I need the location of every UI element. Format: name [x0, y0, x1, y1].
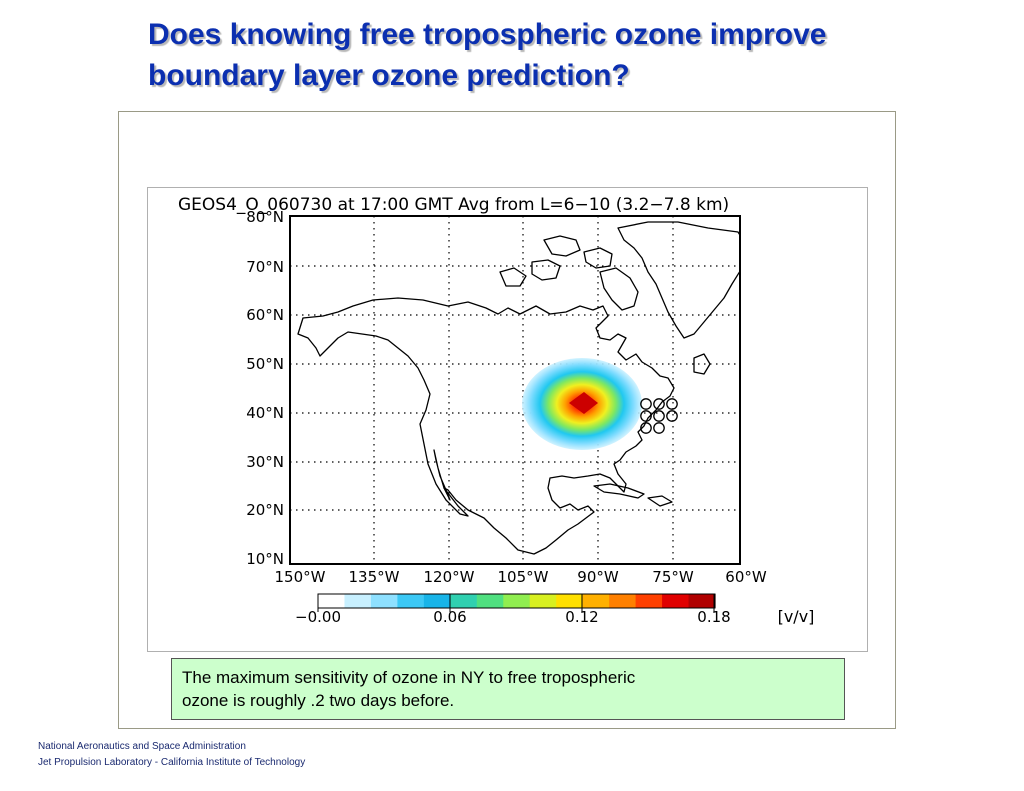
arctic-island-2 — [583, 247, 613, 269]
note-line-2: ozone is roughly .2 two days before. — [182, 691, 455, 710]
max-sensitivity-core — [569, 392, 598, 414]
lat-label-70n: 70°N — [246, 258, 284, 276]
colorbar-cell-8 — [529, 594, 557, 608]
colorbar-cell-0 — [318, 594, 346, 608]
lon-label-60w: 60°W — [725, 568, 767, 586]
colorbar-label-0: −0.00 — [295, 608, 341, 626]
north-america-coastline — [297, 297, 675, 555]
colorbar-cell-7 — [503, 594, 531, 608]
footer-agency: National Aeronautics and Space Administr… — [38, 741, 246, 752]
ny-receptor-markers — [640, 398, 678, 434]
receptor-marker-2 — [666, 398, 678, 410]
map-title: GEOS4_O_060730 at 17:00 GMT Avg from L=6… — [178, 195, 729, 215]
colorbar-cell-3 — [397, 594, 425, 608]
annotation-note: The maximum sensitivity of ozone in NY t… — [171, 658, 845, 720]
slide-title-line-2: boundary layer ozone prediction? — [148, 59, 630, 92]
colorbar-label-2: 0.12 — [565, 608, 598, 626]
lon-label-135w: 135°W — [349, 568, 400, 586]
slide-title: Does knowing free tropospheric ozone imp… — [148, 14, 978, 96]
lat-label-40n: 40°N — [246, 404, 284, 422]
colorbar-cell-13 — [662, 594, 690, 608]
colorbar-cell-10 — [582, 594, 610, 608]
baffin-island — [599, 267, 639, 311]
longitude-labels: 150°W 135°W 120°W 105°W 90°W 75°W 60°W — [275, 568, 767, 586]
receptor-marker-1 — [653, 398, 665, 410]
lat-label-10n: 10°N — [246, 550, 284, 568]
colorbar-cell-4 — [423, 594, 451, 608]
greenland-coastline — [617, 221, 740, 339]
lon-label-120w: 120°W — [424, 568, 475, 586]
baja-california — [433, 449, 451, 501]
colorbar-cell-9 — [556, 594, 584, 608]
lat-label-60n: 60°N — [246, 306, 284, 324]
colorbar-cell-5 — [450, 594, 478, 608]
lat-label-20n: 20°N — [246, 501, 284, 519]
latitude-labels: 80°N 70°N 60°N 50°N 40°N 30°N 20°N 10°N — [246, 208, 284, 568]
colorbar: −0.00 0.06 0.12 0.18 [v/v] — [295, 593, 815, 626]
sensitivity-plume — [522, 358, 642, 450]
colorbar-cell-2 — [370, 594, 398, 608]
colorbar-cell-1 — [344, 594, 372, 608]
colorbar-cell-6 — [476, 594, 504, 608]
colorbar-cells — [318, 594, 716, 608]
colorbar-cell-12 — [635, 594, 663, 608]
receptor-marker-5 — [666, 410, 678, 422]
receptor-marker-4 — [653, 410, 665, 422]
hispaniola — [647, 495, 673, 507]
arctic-island-4 — [499, 267, 527, 287]
lon-label-150w: 150°W — [275, 568, 326, 586]
receptor-marker-3 — [640, 410, 652, 422]
arctic-island-1 — [543, 235, 581, 257]
slide-title-line-1: Does knowing free tropospheric ozone imp… — [148, 18, 827, 51]
lat-label-50n: 50°N — [246, 355, 284, 373]
receptor-marker-7 — [653, 422, 665, 434]
coastlines — [297, 221, 740, 555]
newfoundland — [693, 353, 711, 375]
colorbar-cell-14 — [688, 594, 716, 608]
note-line-1: The maximum sensitivity of ozone in NY t… — [182, 668, 636, 687]
lon-label-75w: 75°W — [652, 568, 694, 586]
footer: National Aeronautics and Space Administr… — [38, 739, 305, 771]
map-border — [289, 215, 741, 565]
lat-label-30n: 30°N — [246, 453, 284, 471]
lon-label-90w: 90°W — [577, 568, 619, 586]
arctic-island-3 — [531, 259, 561, 281]
cuba — [593, 483, 645, 499]
receptor-marker-6 — [640, 422, 652, 434]
lon-label-105w: 105°W — [498, 568, 549, 586]
footer-lab: Jet Propulsion Laboratory - California I… — [38, 757, 306, 768]
map-svg: GEOS4_O_060730 at 17:00 GMT Avg from L=6… — [178, 195, 815, 626]
colorbar-label-3: 0.18 — [697, 608, 730, 626]
colorbar-units: [v/v] — [778, 607, 815, 626]
colorbar-cell-11 — [609, 594, 637, 608]
colorbar-label-1: 0.06 — [433, 608, 466, 626]
sensitivity-map-figure: GEOS4_O_060730 at 17:00 GMT Avg from L=6… — [147, 187, 868, 652]
receptor-marker-0 — [640, 398, 652, 410]
lat-label-80n: 80°N — [246, 208, 284, 226]
